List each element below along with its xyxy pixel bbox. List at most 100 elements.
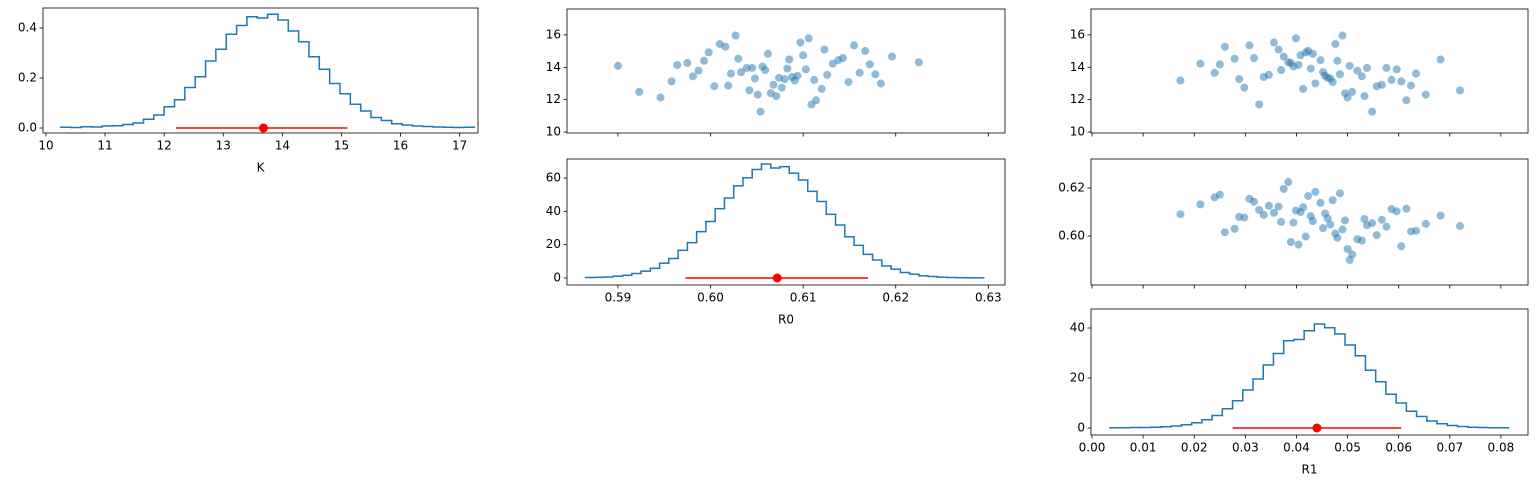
scatter-point xyxy=(742,63,751,72)
scatter-point xyxy=(1220,228,1229,237)
scatter-point xyxy=(1331,229,1340,238)
scatter-point xyxy=(1196,59,1205,68)
scatter-point xyxy=(1360,92,1369,101)
scatter-point xyxy=(1345,256,1354,265)
scatter-point xyxy=(775,73,784,82)
x-tick-label: 0.04 xyxy=(1283,441,1310,455)
plot-area xyxy=(613,31,923,116)
x-tick-label: 0.07 xyxy=(1436,441,1463,455)
scatter-point xyxy=(1306,64,1315,73)
y-tick-label: 0.4 xyxy=(18,21,37,35)
scatter-point xyxy=(1353,235,1362,244)
x-tick-label: 0.63 xyxy=(975,291,1002,305)
scatter-point xyxy=(1299,84,1308,93)
scatter-point xyxy=(1328,196,1337,205)
scatter-point xyxy=(1316,56,1325,65)
scatter-point xyxy=(1357,72,1366,81)
scatter-point xyxy=(1215,60,1224,69)
y-tick-label: 0 xyxy=(553,271,561,285)
scatter-point xyxy=(861,46,870,55)
scatter-point xyxy=(1196,200,1205,209)
scatter-point xyxy=(1382,63,1391,72)
scatter-point xyxy=(1341,216,1350,225)
scatter-point xyxy=(750,74,759,83)
scatter-point xyxy=(1421,219,1430,228)
scatter-point xyxy=(1412,69,1421,78)
scatter-point xyxy=(1294,61,1303,70)
scatter-point xyxy=(820,45,829,54)
scatter-point xyxy=(1230,224,1239,233)
scatter-point xyxy=(1406,227,1415,236)
scatter-point xyxy=(694,66,703,75)
scatter-point xyxy=(1210,68,1219,77)
x-tick-label: 16 xyxy=(393,139,408,153)
scatter-point xyxy=(734,54,743,63)
scatter-point xyxy=(737,68,746,77)
scatter-point xyxy=(1215,190,1224,199)
scatter-point xyxy=(1274,45,1283,54)
scatter-point xyxy=(1277,217,1286,226)
scatter-point xyxy=(785,55,794,64)
scatter-point xyxy=(753,90,762,99)
scatter-point xyxy=(810,75,819,84)
x-tick-label: 0.01 xyxy=(1130,441,1157,455)
scatter-point xyxy=(1402,204,1411,213)
x-tick-label: 0.59 xyxy=(605,291,632,305)
x-axis-label: R0 xyxy=(778,313,794,327)
scatter-point xyxy=(888,52,897,61)
y-tick-label: 20 xyxy=(546,237,561,251)
scatter-point xyxy=(834,56,843,65)
scatter-point xyxy=(704,48,713,57)
axes-frame xyxy=(1090,308,1529,436)
scatter-point xyxy=(1436,55,1445,64)
x-tick-label: 0.02 xyxy=(1181,441,1208,455)
scatter-point xyxy=(793,71,802,80)
scatter-point xyxy=(1311,79,1320,88)
scatter-point xyxy=(1255,100,1264,109)
plot-area xyxy=(59,13,476,133)
scatter-point xyxy=(1333,56,1342,65)
scatter-point xyxy=(823,70,832,79)
plot-area xyxy=(1176,178,1465,265)
panel: 10 12 14 16 xyxy=(546,8,1006,139)
x-tick-label: 10 xyxy=(38,139,53,153)
plot-area xyxy=(1109,323,1510,433)
scatter-point xyxy=(761,66,770,75)
scatter-point xyxy=(804,34,813,43)
scatter-point xyxy=(726,69,735,78)
scatter-point xyxy=(1176,76,1185,85)
scatter-point xyxy=(796,38,805,47)
scatter-point xyxy=(715,39,724,48)
y-tick-label: 0.60 xyxy=(1058,229,1085,243)
scatter-point xyxy=(667,77,676,86)
y-tick-label: 12 xyxy=(546,92,561,106)
scatter-point xyxy=(865,60,874,69)
scatter-point xyxy=(1377,215,1386,224)
y-tick-label: 0.0 xyxy=(18,121,37,135)
scatter-point xyxy=(748,63,757,72)
scatter-point xyxy=(613,61,622,70)
scatter-point xyxy=(1235,75,1244,84)
x-tick-label: 0.08 xyxy=(1488,441,1515,455)
scatter-point xyxy=(1397,242,1406,251)
scatter-point xyxy=(745,86,754,95)
axes-frame xyxy=(42,7,479,134)
scatter-point xyxy=(801,65,810,74)
x-tick-label: 14 xyxy=(275,139,290,153)
scatter-point xyxy=(766,89,775,98)
scatter-point xyxy=(1286,58,1295,67)
scatter-point xyxy=(756,107,765,116)
y-tick-label: 14 xyxy=(546,60,561,74)
scatter-point xyxy=(1240,83,1249,92)
y-tick-label: 40 xyxy=(546,204,561,218)
scatter-point xyxy=(1341,89,1350,98)
scatter-point xyxy=(1368,219,1377,228)
scatter-point xyxy=(1301,232,1310,241)
scatter-point xyxy=(769,80,778,89)
axes-frame xyxy=(566,158,1006,286)
x-tick-label: 0.03 xyxy=(1232,441,1259,455)
scatter-point xyxy=(1456,221,1465,230)
scatter-point xyxy=(1392,65,1401,74)
x-tick-label: 0.06 xyxy=(1385,441,1412,455)
scatter-point xyxy=(1326,74,1335,83)
